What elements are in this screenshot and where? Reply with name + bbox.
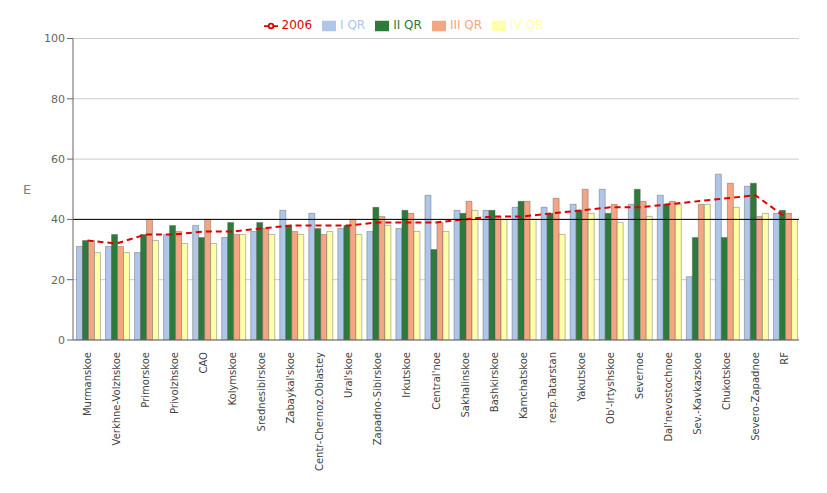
html-text:I QR: I QR bbox=[340, 18, 366, 32]
svg-text:40: 40 bbox=[51, 213, 65, 226]
svg-text:Sev.-Kavkazskoe: Sev.-Kavkazskoe bbox=[692, 352, 703, 435]
svg-text:Central'noe: Central'noe bbox=[431, 352, 442, 410]
svg-text:Privolzhskoe: Privolzhskoe bbox=[169, 352, 180, 414]
svg-text:resp.Tatarstan: resp.Tatarstan bbox=[547, 352, 558, 423]
svg-text:Kolymskoe: Kolymskoe bbox=[227, 352, 238, 406]
svg-text:60: 60 bbox=[51, 153, 65, 166]
svg-text:Ural'skoe: Ural'skoe bbox=[343, 352, 354, 398]
html-text:IV QR: IV QR bbox=[510, 18, 544, 32]
svg-text:RF: RF bbox=[779, 352, 790, 365]
svg-text:Murmanskoe: Murmanskoe bbox=[82, 352, 93, 416]
svg-text:Irkutskoe: Irkutskoe bbox=[401, 352, 412, 398]
svg-text:Sakhalinskoe: Sakhalinskoe bbox=[460, 352, 471, 418]
html-text:2006: 2006 bbox=[281, 18, 313, 32]
svg-text:Zabaykal'skoe: Zabaykal'skoe bbox=[285, 352, 296, 424]
svg-text:0: 0 bbox=[58, 334, 65, 347]
svg-text:Zapadno-Sibirskoe: Zapadno-Sibirskoe bbox=[372, 352, 383, 445]
svg-text:Primorskoe: Primorskoe bbox=[140, 352, 151, 408]
svg-text:20: 20 bbox=[51, 274, 65, 287]
svg-text:Severo-Zapadnoe: Severo-Zapadnoe bbox=[750, 352, 761, 441]
svg-text:CAO: CAO bbox=[198, 352, 209, 374]
svg-text:80: 80 bbox=[51, 93, 65, 106]
svg-text:Centr-Chernoz.Oblastey: Centr-Chernoz.Oblastey bbox=[314, 352, 325, 471]
svg-text:Srednesibirskoe: Srednesibirskoe bbox=[256, 352, 267, 431]
svg-text:Chukotskoe: Chukotskoe bbox=[721, 352, 732, 410]
svg-text:100: 100 bbox=[44, 32, 65, 45]
html-text:III QR: III QR bbox=[449, 18, 483, 32]
svg-text:Ob'-Irtyshskoe: Ob'-Irtyshskoe bbox=[605, 352, 616, 424]
svg-text:Kamchatskoe: Kamchatskoe bbox=[518, 352, 529, 419]
svg-text:Yakutskoe: Yakutskoe bbox=[576, 352, 587, 403]
svg-text:Dal'nevostochnoe: Dal'nevostochnoe bbox=[663, 352, 674, 442]
svg-text:Bashkirskoe: Bashkirskoe bbox=[489, 352, 500, 412]
html-text:II QR: II QR bbox=[393, 18, 422, 32]
svg-text:E: E bbox=[23, 182, 31, 197]
svg-text:Severnoe: Severnoe bbox=[634, 352, 645, 399]
svg-text:Verkhne-Volzhskoe: Verkhne-Volzhskoe bbox=[111, 352, 122, 445]
